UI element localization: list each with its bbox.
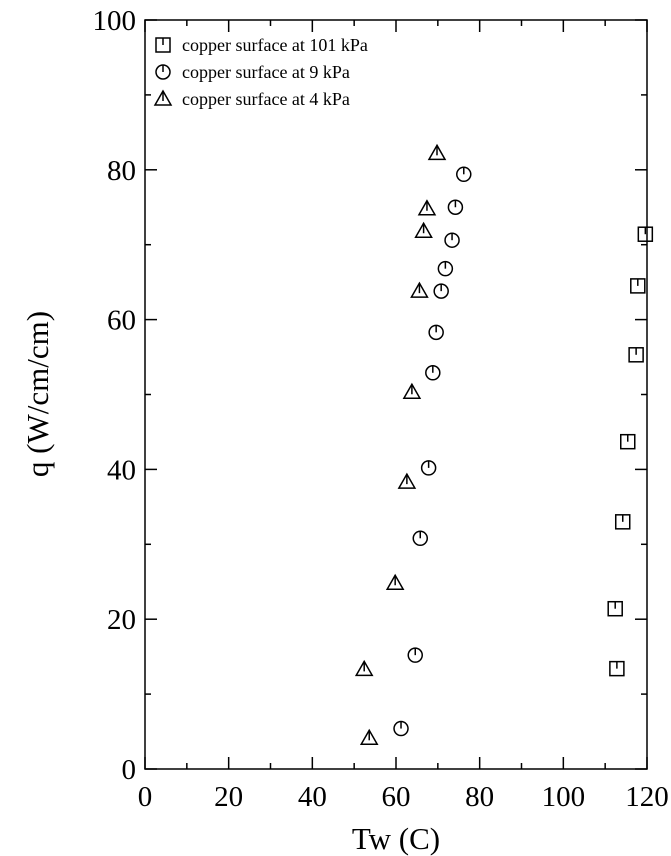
plot-frame <box>144 19 648 770</box>
y-tick-label: 40 <box>107 454 136 486</box>
circle-data-point <box>456 166 472 183</box>
square-data-point <box>614 514 631 530</box>
circle-data-point <box>433 283 449 299</box>
triangle-marker <box>153 89 173 106</box>
x-tick-label: 120 <box>625 781 669 813</box>
x-tick-label: 60 <box>382 781 411 813</box>
triangle-marker <box>354 659 374 677</box>
triangle-marker <box>414 221 433 238</box>
x-tick-label: 80 <box>465 781 494 813</box>
triangle-data-point <box>410 281 429 298</box>
triangle-marker <box>427 143 447 161</box>
triangle-data-point <box>427 143 447 161</box>
triangle-data-point <box>417 199 437 216</box>
x-axis-title: Tw (C) <box>352 821 440 856</box>
triangle-marker <box>410 281 429 298</box>
circle-data-point <box>393 720 409 737</box>
y-axis-title: q (W/cm/cm) <box>20 311 55 477</box>
triangle-marker <box>359 728 379 746</box>
legend-entry-label: copper surface at 101 kPa <box>182 35 368 55</box>
circle-data-point <box>412 530 429 547</box>
circle-data-point <box>428 324 444 341</box>
axis-ticks <box>144 19 648 770</box>
y-tick-label: 100 <box>93 5 137 37</box>
circle-data-point <box>407 647 423 663</box>
y-tick-label: 0 <box>122 754 137 786</box>
triangle-data-point <box>402 382 422 400</box>
triangle-data-point <box>359 728 379 746</box>
square-data-point <box>620 433 636 450</box>
legend-square-symbol <box>155 37 171 53</box>
circle-data-point <box>444 232 460 248</box>
x-tick-label: 0 <box>138 781 153 813</box>
circle-data-point <box>447 199 464 215</box>
square-data-point <box>628 347 644 363</box>
x-tick-label: 40 <box>298 781 327 813</box>
square-data-point <box>637 226 654 242</box>
triangle-marker <box>397 472 417 489</box>
triangle-marker <box>402 382 422 400</box>
triangle-data-point <box>354 659 374 677</box>
square-data-point <box>607 600 623 617</box>
square-data-point <box>609 660 625 677</box>
data-points <box>354 143 654 746</box>
triangle-marker <box>417 199 437 216</box>
square-data-point <box>630 278 646 294</box>
triangle-marker <box>385 573 405 590</box>
triangle-data-point <box>397 472 417 489</box>
triangle-data-point <box>385 573 405 590</box>
circle-data-point <box>425 365 441 381</box>
x-tick-label: 100 <box>542 781 586 813</box>
legend-entry-label: copper surface at 4 kPa <box>182 89 350 109</box>
triangle-data-point <box>414 221 433 238</box>
axis-tick-labels: 0 20 40 60 80 100 120 0 20 40 60 80 100 <box>93 5 669 813</box>
legend-circle-symbol <box>155 64 171 80</box>
legend: copper surface at 101 kPa copper surface … <box>153 35 368 109</box>
x-tick-label: 20 <box>214 781 243 813</box>
y-tick-label: 80 <box>107 155 136 187</box>
y-tick-label: 20 <box>107 604 136 636</box>
legend-triangle-symbol <box>153 89 173 106</box>
legend-entry-label: copper surface at 9 kPa <box>182 62 350 82</box>
circle-data-point <box>420 460 437 476</box>
y-tick-label: 60 <box>107 305 136 337</box>
circle-data-point <box>437 260 454 277</box>
